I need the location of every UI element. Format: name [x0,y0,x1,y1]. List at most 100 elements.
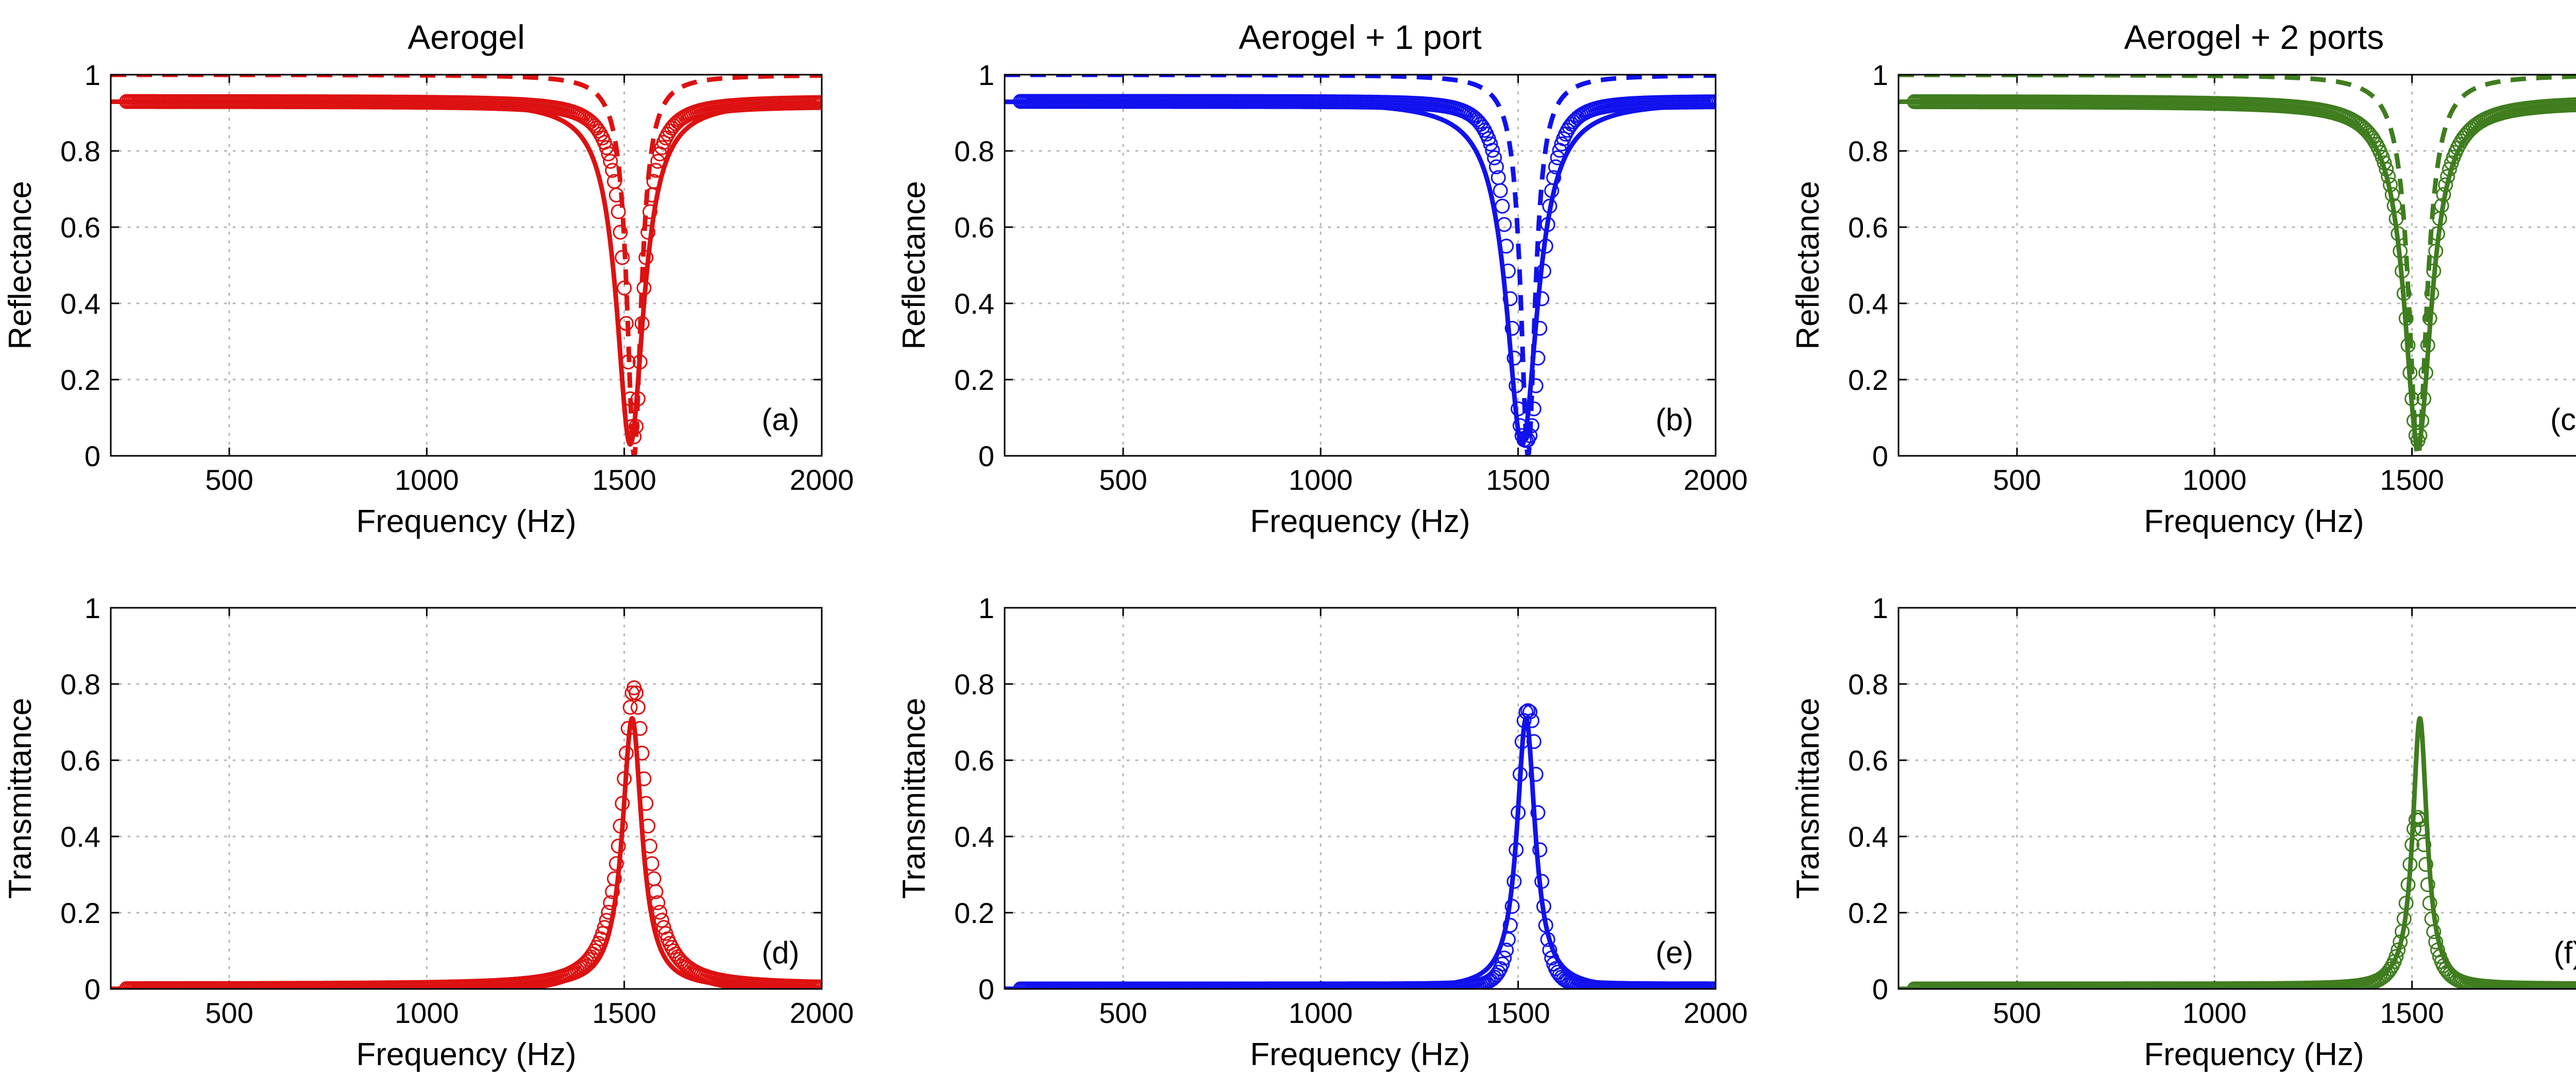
y-tick-label: 0.6 [954,744,994,777]
x-tick-label: 1500 [2380,464,2444,496]
data-point-measured [1530,805,1546,820]
data-point-measured [642,204,657,219]
series-line-model [1899,99,2576,447]
series-group [1005,75,1716,456]
series-line-model [111,99,822,447]
y-tick-label: 0.2 [60,897,100,929]
y-tick-label: 0.6 [1848,744,1888,777]
y-tick-label: 0.4 [954,820,994,853]
x-tick-label: 1500 [1486,464,1550,496]
y-axis-label: Reflectance [1790,181,1826,349]
y-tick-label: 0.6 [60,744,100,777]
y-tick-label: 0 [1872,440,1888,472]
y-tick-label: 0.8 [954,668,994,700]
data-point-measured [1475,119,1490,135]
data-point-measured [1564,976,1579,989]
y-tick-label: 0.8 [1848,135,1888,167]
data-point-measured [1483,136,1498,151]
y-tick-label: 0.4 [1848,820,1888,853]
panel-letter: (d) [761,935,799,970]
panel-title: Aerogel [408,18,525,56]
y-tick-label: 0 [1872,973,1888,1005]
x-tick-label: 500 [1993,997,2041,1029]
data-point-measured [1502,918,1518,933]
x-tick-label: 1000 [395,997,459,1029]
x-tick-label: 1000 [2182,464,2247,496]
data-point-measured [1528,766,1544,782]
x-tick-label: 1000 [1289,464,1353,496]
plot-area [1899,608,2576,989]
panel-letter: (b) [1655,402,1693,437]
data-point-measured [603,153,618,169]
panel-title: Aerogel + 2 ports [2124,18,2384,56]
data-point-measured [2383,962,2398,977]
y-tick-label: 0.6 [60,211,100,244]
data-point-measured [631,699,646,715]
panel-letter: (e) [1655,935,1693,970]
x-tick-label: 1000 [395,464,459,496]
x-axis-label: Frequency (Hz) [356,1037,576,1072]
x-tick-label: 500 [1993,464,2041,496]
plot-area [111,75,822,456]
y-tick-label: 0.6 [1848,211,1888,244]
data-point-measured [640,225,656,240]
plot-frame [110,74,823,457]
data-point-measured [1485,143,1500,158]
data-point-measured [1522,704,1538,720]
y-tick-label: 0.2 [954,897,994,929]
data-point-measured [599,140,614,156]
y-tick-label: 0.4 [60,820,100,853]
y-tick-label: 0 [84,973,100,1005]
data-point-measured [2420,877,2435,893]
data-point-measured [1532,842,1548,858]
x-axis-label: Frequency (Hz) [1250,1037,1470,1072]
y-tick-label: 0.2 [954,364,994,396]
x-tick-label: 1500 [1486,997,1550,1029]
x-tick-label: 500 [1099,464,1147,496]
y-tick-label: 0.2 [1848,897,1888,929]
panel-letter: (c) [2550,402,2576,437]
x-tick-label: 1000 [1289,997,1353,1029]
plot-frame [110,607,823,990]
plot-area [1005,75,1716,456]
data-point-measured [591,123,606,139]
series-group [111,75,822,456]
y-tick-label: 0.2 [60,364,100,396]
plot-frame [1897,607,2576,990]
data-point-measured [607,871,622,886]
data-point-measured [1493,183,1508,198]
data-point-measured [1487,150,1502,165]
data-point-measured [622,699,638,715]
plot-frame [1004,607,1717,990]
data-point-measured [608,856,624,871]
y-tick-label: 1 [84,59,100,91]
x-axis-label: Frequency (Hz) [1250,504,1470,539]
data-point-measured [611,204,626,219]
x-tick-label: 2000 [1684,464,1748,496]
data-point-measured [1708,94,1716,110]
panel-letter: (a) [761,402,799,437]
y-axis-label: Transmittance [896,698,932,899]
y-axis-label: Transmittance [1790,698,1826,899]
y-tick-label: 0.8 [1848,668,1888,700]
data-point-measured [654,913,669,928]
data-point-measured [2388,949,2404,964]
y-tick-label: 1 [1872,592,1888,624]
plot-frame [1004,74,1717,457]
y-tick-label: 0.4 [60,287,100,320]
y-tick-label: 0.8 [954,135,994,167]
y-tick-label: 0.8 [60,668,100,700]
x-axis-label: Frequency (Hz) [2144,504,2364,539]
x-tick-label: 500 [1099,997,1147,1029]
y-axis-label: Transmittance [3,698,38,899]
y-axis-label: Reflectance [3,181,38,349]
y-tick-label: 0 [978,973,994,1005]
series-line-model [1005,99,1716,447]
y-axis-label: Reflectance [896,181,932,349]
data-point-measured [2416,837,2432,852]
panel-a: 500 1000 1500 2000 0 0.2 0.4 0.6 0.8 1 Frequency (… [3,18,854,539]
plot-area [111,608,822,989]
